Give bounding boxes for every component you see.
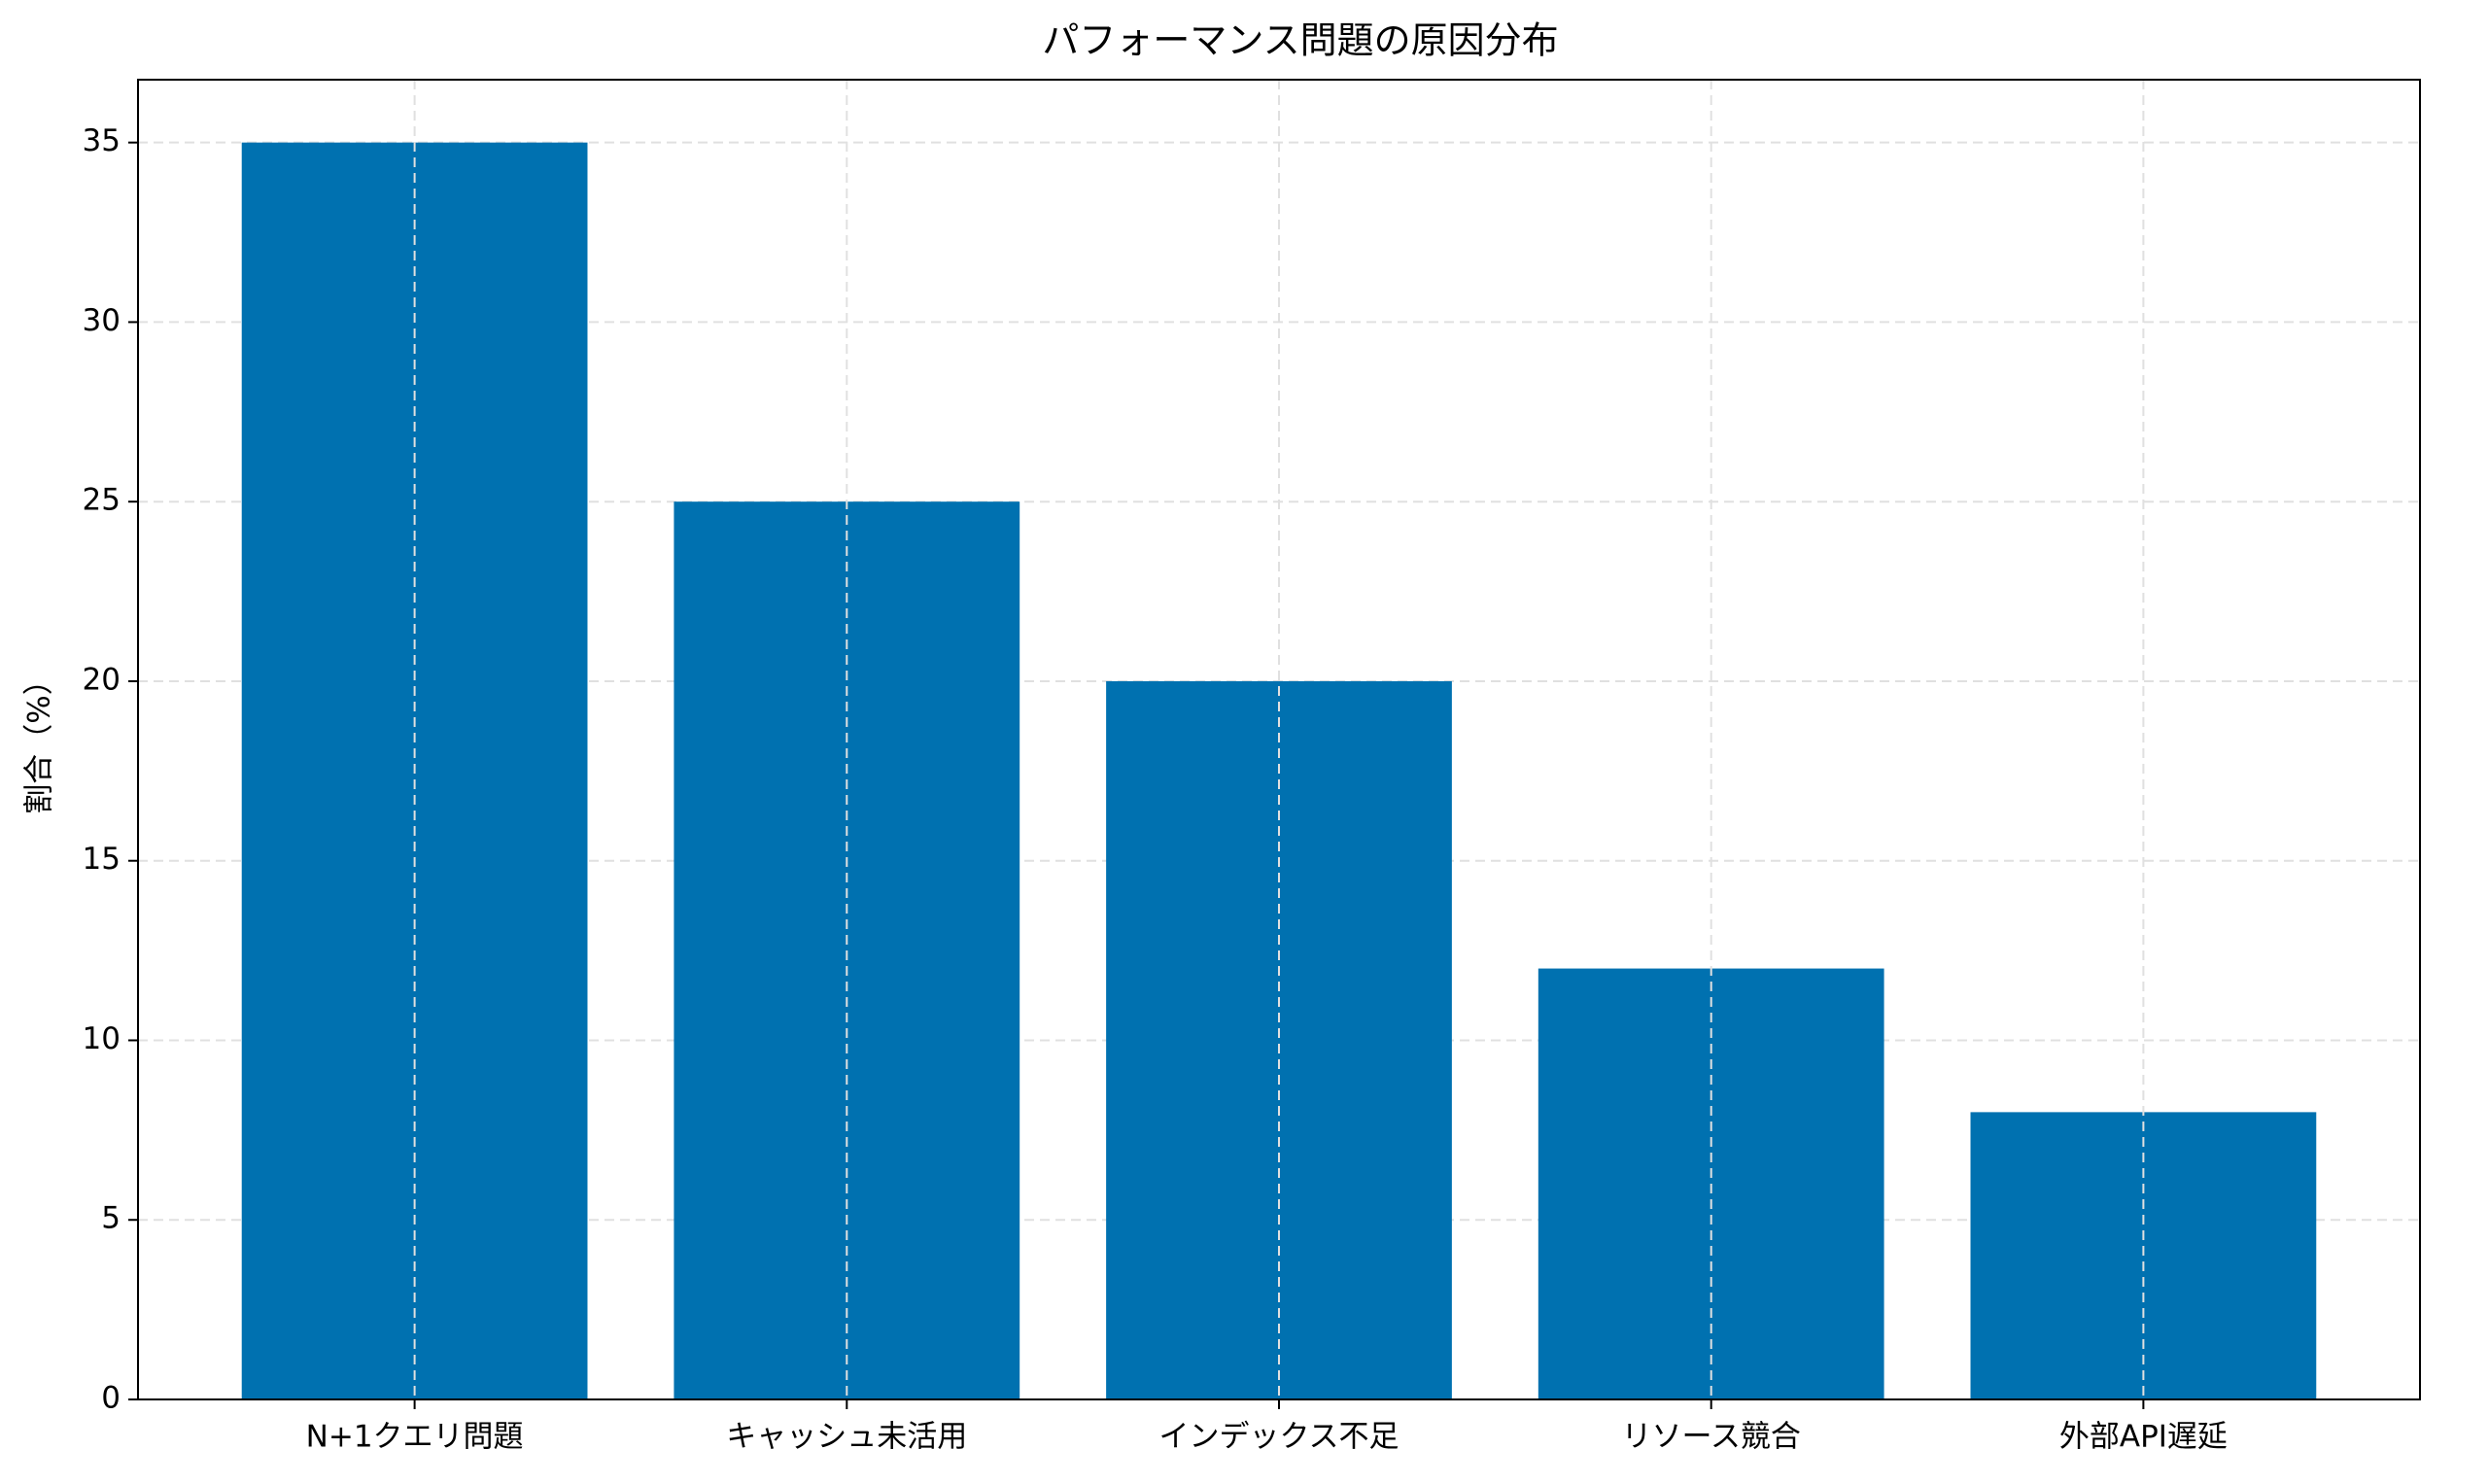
x-tick-label: 外部API遅延 xyxy=(2059,1420,2228,1455)
y-tick-label: 30 xyxy=(83,303,121,338)
plot-frame xyxy=(137,79,2421,1400)
y-axis-label: 割合（%） xyxy=(22,665,57,813)
chart-title: パフォーマンス問題の原因分布 xyxy=(1042,19,1558,62)
x-tick-label: キャッシュ未活用 xyxy=(726,1420,967,1455)
y-tick-label: 5 xyxy=(101,1201,121,1236)
x-tick-label: インデックス不足 xyxy=(1158,1420,1399,1455)
y-tick-label: 20 xyxy=(83,662,121,697)
y-tick-label: 10 xyxy=(83,1021,121,1056)
y-tick-label: 0 xyxy=(101,1381,121,1416)
y-tick-label: 15 xyxy=(83,842,121,877)
x-tick-label: リソース競合 xyxy=(1621,1420,1800,1455)
y-tick-label: 25 xyxy=(83,483,121,518)
x-tick-label: N+1クエリ問題 xyxy=(306,1420,524,1455)
y-tick-label: 35 xyxy=(83,123,121,158)
